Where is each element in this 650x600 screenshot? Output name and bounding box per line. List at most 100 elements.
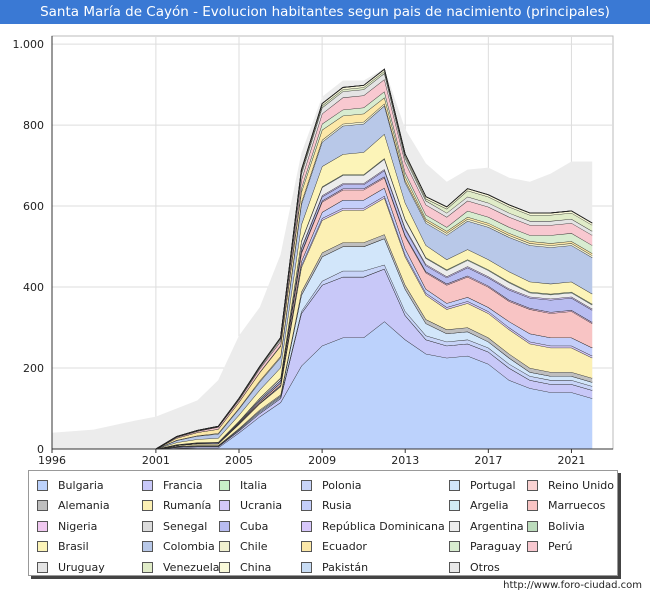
legend-swatch [527, 500, 538, 511]
legend-label: Ucrania [240, 499, 283, 512]
legend-swatch [37, 500, 48, 511]
legend-label: Reino Unido [548, 478, 614, 492]
legend-swatch [219, 561, 230, 573]
legend-item: Brasil [37, 537, 89, 557]
legend-item: Alemania [37, 496, 110, 516]
legend-swatch [37, 561, 48, 573]
legend-item: Senegal [142, 516, 207, 536]
x-tick-label: 2009 [308, 454, 336, 464]
footer-link[interactable]: http://www.foro-ciudad.com [503, 580, 642, 591]
legend-swatch [37, 479, 48, 491]
legend-item: Otros [449, 557, 500, 577]
legend-swatch [219, 500, 230, 511]
legend-label: Francia [163, 478, 203, 492]
legend-swatch [37, 520, 48, 532]
legend-swatch [301, 500, 312, 511]
legend-label: Polonia [322, 478, 362, 492]
legend-item: Reino Unido [527, 475, 614, 495]
legend-swatch [449, 500, 460, 511]
legend-swatch [449, 479, 460, 491]
legend-swatch [142, 520, 153, 532]
legend-swatch [219, 541, 230, 552]
series-line [155, 264, 593, 450]
legend-item: Paraguay [449, 537, 521, 557]
legend-item: Perú [527, 537, 573, 557]
chart-title: Santa María de Cayón - Evolucion habitan… [0, 0, 650, 24]
legend-label: Rusia [322, 499, 352, 512]
legend-label: Senegal [163, 519, 208, 533]
legend-label: Argelia [470, 499, 509, 512]
legend-item: Ucrania [219, 496, 282, 516]
x-tick-label: 2005 [225, 454, 253, 464]
x-tick-label: 2013 [391, 454, 419, 464]
legend-label: Italia [240, 478, 268, 492]
legend-swatch [301, 479, 312, 491]
y-tick-label: 0 [37, 443, 44, 456]
legend-label: Uruguay [58, 560, 105, 574]
legend-item: Argentina [449, 516, 524, 536]
legend-item: Venezuela [142, 557, 220, 577]
legend-item: Ecuador [301, 537, 367, 557]
legend-item: Marruecos [527, 496, 605, 516]
legend-item: Cuba [219, 516, 268, 536]
series-area [155, 268, 593, 449]
legend-label: Paraguay [470, 540, 522, 553]
legend-swatch [142, 561, 153, 573]
legend-item: Portugal [449, 475, 516, 495]
legend-label: Cuba [240, 519, 269, 533]
legend-item: Nigeria [37, 516, 97, 536]
legend-swatch [37, 541, 48, 552]
series-line [155, 68, 593, 450]
legend-label: Alemania [58, 499, 110, 512]
legend-label: Bulgaria [58, 478, 104, 492]
legend-item: Rusia [301, 496, 352, 516]
legend-item: Colombia [142, 537, 215, 557]
legend: Bulgaria Francia Italia Polonia Portugal Rein… [28, 470, 618, 576]
legend-label: Otros [470, 560, 500, 574]
legend-label: Brasil [58, 540, 89, 553]
legend-item: Pakistán [301, 557, 368, 577]
legend-swatch [301, 520, 312, 532]
x-tick-label: 2001 [142, 454, 170, 464]
legend-label: Portugal [470, 478, 516, 492]
y-tick-label: 1.000 [13, 38, 45, 51]
legend-item: Rumanía [142, 496, 211, 516]
legend-item: Chile [219, 537, 268, 557]
legend-swatch [527, 541, 538, 552]
y-tick-label: 600 [23, 200, 44, 213]
legend-swatch [142, 479, 153, 491]
legend-swatch [301, 541, 312, 552]
legend-item: Argelia [449, 496, 508, 516]
y-tick-label: 800 [23, 119, 44, 132]
legend-swatch [142, 500, 153, 511]
legend-item: Uruguay [37, 557, 105, 577]
legend-item: República Dominicana [301, 516, 445, 536]
legend-label: Colombia [163, 540, 215, 553]
x-tick-label: 2017 [474, 454, 502, 464]
legend-label: Nigeria [58, 519, 98, 533]
legend-label: Argentina [470, 519, 524, 533]
legend-item: Bolivia [527, 516, 585, 536]
legend-label: Venezuela [163, 560, 220, 574]
legend-swatch [142, 541, 153, 552]
legend-label: Marruecos [548, 499, 606, 512]
area-chart: 0 200 400 600 800 1.000 1996 2001 2005 2009 2013 20… [13, 35, 614, 464]
legend-swatch [449, 561, 460, 573]
legend-swatch [449, 541, 460, 552]
legend-label: China [240, 560, 272, 574]
x-tick-label: 2021 [557, 454, 585, 464]
legend-swatch [219, 479, 230, 491]
legend-item: Francia [142, 475, 203, 495]
legend-swatch [527, 479, 538, 491]
legend-label: República Dominicana [322, 519, 445, 533]
legend-swatch [301, 561, 312, 573]
legend-item: Polonia [301, 475, 362, 495]
legend-label: Bolivia [548, 519, 585, 533]
series-area [155, 321, 593, 449]
legend-swatch [449, 520, 460, 532]
legend-label: Chile [240, 540, 268, 553]
y-tick-label: 200 [23, 362, 44, 375]
legend-label: Perú [548, 540, 573, 553]
legend-label: Pakistán [322, 560, 369, 574]
legend-item: Bulgaria [37, 475, 104, 495]
